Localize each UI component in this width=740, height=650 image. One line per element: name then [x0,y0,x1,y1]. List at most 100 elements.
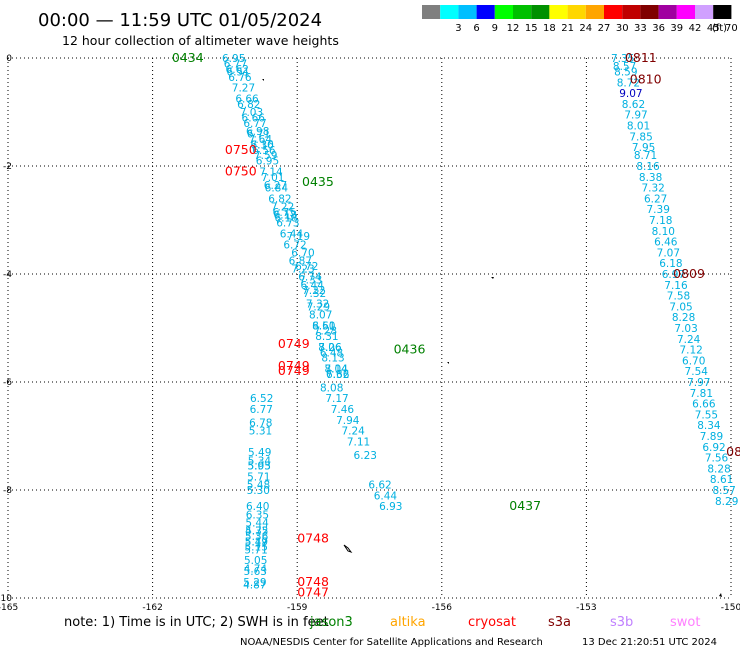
swh-value: 7.59 [254,150,277,162]
y-tick-label: -2 [3,162,12,172]
swh-value: 7.81 [690,388,713,400]
swh-value: 6.98 [246,126,269,138]
swh-value: 5.15 [245,542,268,554]
pass-time-label: 0748 [297,531,329,546]
pass-time-label: 08 [726,444,740,459]
swh-value: 6.18 [274,212,297,224]
swh-value: 6.18 [659,258,682,270]
swh-value: 6.46 [654,237,678,249]
swh-value: 6.62 [368,480,391,492]
swh-value: 5.71 [244,544,267,556]
swh-value: 7.11 [347,436,370,448]
swh-value: 7.58 [667,291,690,303]
swh-value: 6.82 [237,99,260,111]
swh-value: 6.44 [280,229,304,241]
swh-value: 5.36 [245,531,269,543]
swh-value: 6.35 [246,509,269,521]
legend-label: 24 [579,23,592,34]
swh-value: 8.61 [710,474,733,486]
legend-label: 3 [455,23,461,34]
swh-value: 4.32 [245,526,268,538]
swh-value: 5.71 [247,472,270,484]
swh-value: 7.01 [261,172,284,184]
swh-value: 7.56 [705,453,729,465]
swh-value: 5.44 [245,517,269,529]
swh-value: 5.29 [243,577,266,589]
swh-value: 7.32 [306,299,329,311]
pass-time-label: 0809 [673,266,705,281]
pass-time-label: 0747 [297,585,329,600]
swh-tracks: 6.956.776.626.516.767.276.666.827.036.66… [222,53,738,592]
swh-value: 7.64 [249,134,273,146]
swh-value: 5.48 [247,480,270,492]
swh-value: 4.87 [243,580,266,592]
swh-value: 5.47 [245,536,268,548]
swh-value: 8.71 [634,150,657,162]
swh-value: 7.35 [611,53,634,65]
swh-value: 8.50 [312,320,335,332]
swh-value: 5.03 [248,461,271,473]
swh-value: 5.95 [248,461,271,473]
graticule [7,57,732,599]
pass-time-label: 0810 [630,72,662,87]
swh-value: 8.10 [652,226,675,238]
swh-value: 8.06 [318,342,342,354]
timestamp-text: 13 Dec 21:20:51 UTC 2024 [582,637,717,648]
y-tick-label: -10 [0,594,12,604]
swh-value: 6.40 [246,501,269,513]
swh-value: 8.04 [324,364,348,376]
legend-swatch [695,5,714,19]
pass-time-label: 0748 [297,574,329,589]
pass-time-label: 0436 [394,342,426,357]
swh-value: 6.70 [291,247,314,259]
swh-value: 6.73 [276,218,299,230]
swh-value: 6.66 [326,369,350,381]
legend-swatch [567,5,586,19]
legend-label: 15 [525,23,538,34]
swh-value: 6.82 [268,193,291,205]
swh-value: 8.62 [622,99,645,111]
island-markers [262,79,722,597]
colorbar-legend: 3 6 9 12 15 18 21 24 27 30 33 36 39 42 45 70 [422,5,738,34]
legend-swatch [531,5,550,19]
swh-value: 8.34 [697,420,721,432]
swh-value: 7.19 [287,231,310,243]
pass-time-label: 0434 [172,50,204,65]
swh-value: 8.38 [639,172,662,184]
swh-value: 6.44 [301,280,325,292]
swh-value: 7.97 [687,377,710,389]
swh-value: 7.23 [291,264,314,276]
swh-value: 6.23 [354,450,377,462]
swh-value: 6.74 [298,272,322,284]
swh-value: 8.59 [614,67,637,79]
swh-value: 6.75 [273,207,296,219]
swh-value: 5.63 [244,566,267,578]
island-mark [343,544,353,553]
swh-value: 8.57 [613,61,636,73]
legend-label: 30 [616,23,629,34]
swh-value: 7.05 [669,301,692,313]
swh-value: 7.27 [232,83,255,95]
swh-value: 6.92 [702,442,725,454]
swh-value: 9.07 [619,88,642,100]
swh-value: 6.78 [249,418,272,430]
swh-value: 5.49 [248,447,271,459]
y-tick-label: -6 [3,378,12,388]
swh-value: 6.70 [682,355,705,367]
legend-swatch [549,5,568,19]
pass-time-label: 0750 [225,163,257,178]
island-mark [491,277,494,279]
legend-label: 36 [652,23,665,34]
x-tick-label: -150 [721,603,740,613]
legend-label: 33 [634,23,647,34]
x-tick-label: -162 [142,603,162,613]
island-mark [262,79,264,81]
swh-value: 7.85 [629,131,652,143]
pass-time-labels: 0434043504360437075007500749074907490748… [172,50,740,600]
swh-value: 8.57 [712,485,735,497]
swh-value: 6.72 [283,239,306,251]
swh-value: 6.87 [289,256,312,268]
swh-value: 7.16 [664,280,688,292]
swh-value: 8.72 [617,77,640,89]
swh-value: 7.17 [325,393,348,405]
